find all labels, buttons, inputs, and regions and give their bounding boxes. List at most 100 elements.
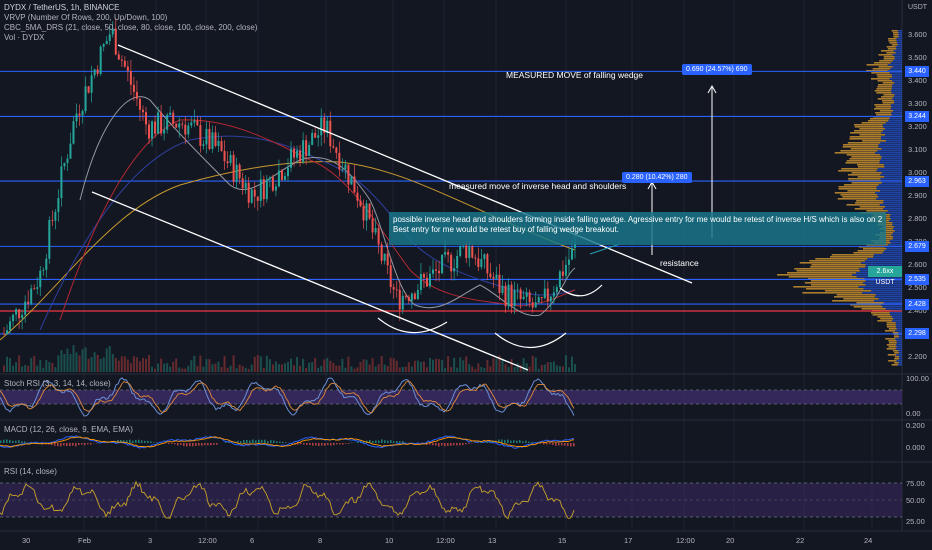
candle-body — [6, 330, 9, 334]
candle-body — [389, 265, 392, 288]
candle-body — [540, 297, 543, 299]
candle-body — [126, 66, 129, 71]
price-tick: 2.500 — [908, 282, 927, 292]
volume-bar — [404, 366, 407, 372]
candle-body — [235, 164, 238, 182]
candle-body — [39, 270, 42, 288]
vp-bar-down — [836, 294, 876, 296]
rsi-tick-75: 75.00 — [906, 479, 925, 488]
vp-bar-up — [893, 236, 902, 238]
stoch-tick-0: 0.00 — [906, 409, 921, 418]
volume-bar — [126, 359, 129, 372]
volume-bar — [501, 358, 504, 372]
volume-bar — [93, 352, 96, 372]
vp-bar-up — [880, 190, 902, 192]
volume-bar — [66, 348, 69, 372]
macd-hist-bar — [351, 442, 353, 443]
volume-bar — [69, 353, 72, 372]
volume-bar — [450, 367, 453, 372]
macd-hist-bar — [342, 443, 344, 445]
vp-bar-down — [837, 198, 877, 200]
volume-bar — [299, 365, 302, 372]
vp-bar-down — [846, 160, 880, 162]
volume-bar — [392, 358, 395, 372]
macd-hist-bar — [174, 443, 176, 445]
volume-bar — [498, 355, 501, 372]
candle-body — [87, 86, 90, 93]
candle-body — [344, 164, 347, 170]
candle-body — [299, 150, 302, 162]
vp-bar-up — [890, 68, 902, 70]
volume-bar — [570, 356, 573, 372]
candle-body — [335, 147, 338, 153]
macd-hist-bar — [192, 443, 194, 447]
vp-bar-down — [894, 362, 899, 364]
vp-bar-up — [892, 238, 902, 240]
macd-hist-bar — [324, 443, 326, 446]
volume-bar — [229, 365, 232, 372]
macd-hist-bar — [438, 443, 440, 447]
price-tick: 2.200 — [908, 351, 927, 361]
volume-bar — [120, 356, 123, 372]
candle-body — [117, 54, 120, 60]
vp-bar-down — [873, 62, 891, 64]
macd-hist-bar — [399, 441, 401, 443]
volume-bar — [226, 367, 229, 372]
vp-bar-up — [858, 286, 902, 288]
vp-bar-down — [883, 58, 895, 60]
candle-body — [574, 243, 576, 248]
candle-body — [410, 293, 413, 301]
volume-bar — [6, 356, 9, 372]
macd-hist-bar — [57, 443, 59, 447]
vp-bar-down — [893, 34, 899, 36]
volume-bar — [531, 355, 534, 372]
vp-bar-up — [881, 136, 902, 138]
candle-body — [555, 287, 558, 293]
vp-bar-down — [886, 52, 896, 54]
vp-bar-down — [849, 138, 881, 140]
vp-bar-up — [897, 364, 902, 366]
volume-bar — [244, 367, 247, 372]
macd-hist-bar — [345, 443, 347, 444]
volume-bar — [178, 367, 181, 372]
vp-bar-up — [863, 282, 902, 284]
level-tag: 2.535 — [905, 273, 929, 285]
volume-bars — [3, 345, 576, 372]
candle-body — [69, 143, 72, 159]
vp-bar-down — [854, 208, 884, 210]
macd-hist-bar — [204, 443, 206, 446]
vp-bar-down — [855, 202, 884, 204]
vp-bar-up — [896, 340, 902, 342]
vp-bar-down — [874, 104, 891, 106]
macd-hist-bar — [510, 440, 512, 443]
vp-bar-down — [811, 284, 866, 286]
volume-bar — [184, 368, 187, 372]
macd-hist-bar — [267, 441, 269, 443]
volume-bar — [132, 356, 135, 372]
candle-body — [465, 245, 468, 259]
macd-hist-bar — [129, 439, 131, 443]
vp-bar-down — [881, 96, 894, 98]
vp-bar-up — [896, 360, 902, 362]
vp-bar-down — [882, 82, 895, 84]
macd-hist-bar — [69, 443, 71, 447]
vp-bar-up — [895, 330, 902, 332]
candle-body — [558, 271, 561, 288]
candle-body — [302, 140, 305, 162]
vp-bar-up — [894, 226, 902, 228]
candle-body — [193, 120, 196, 123]
vp-bar-up — [891, 92, 902, 94]
macd-hist-bar — [261, 439, 263, 443]
vp-bar-up — [875, 294, 902, 296]
volume-bar — [247, 368, 250, 372]
vp-bar-up — [890, 214, 902, 216]
vp-bar-down — [872, 314, 891, 316]
candle-body — [181, 123, 184, 125]
volume-bar — [187, 365, 190, 372]
macd-hist-bar — [279, 441, 281, 443]
candle-body — [534, 302, 537, 308]
macd-hist-bar — [330, 443, 332, 446]
macd-hist-bar — [276, 441, 278, 443]
candle-body — [432, 269, 435, 274]
